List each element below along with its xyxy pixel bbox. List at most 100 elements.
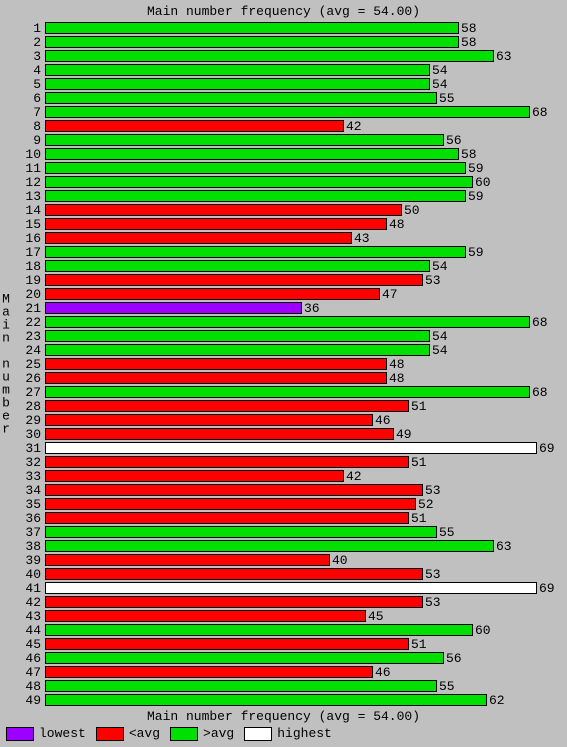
bar-value-label: 54: [430, 329, 448, 344]
bar: [45, 134, 444, 146]
bar-row: 3049: [0, 427, 567, 441]
chart-title-bottom: Main number frequency (avg = 54.00): [0, 709, 567, 724]
bar-value-label: 68: [530, 385, 548, 400]
bar-value-label: 49: [394, 427, 412, 442]
legend-swatch: [170, 727, 198, 741]
bar-ylabel: 10: [0, 147, 45, 162]
bar-ylabel: 15: [0, 217, 45, 232]
bar-row: 3169: [0, 441, 567, 455]
bar: [45, 414, 373, 426]
bar-row: 3342: [0, 469, 567, 483]
bar-row: 1058: [0, 147, 567, 161]
bar-value-label: 56: [444, 651, 462, 666]
legend-item: >avg: [170, 726, 234, 741]
bar-ylabel: 38: [0, 539, 45, 554]
bar-value-label: 63: [494, 49, 512, 64]
bar-ylabel: 37: [0, 525, 45, 540]
bar-row: 1450: [0, 203, 567, 217]
bar: [45, 470, 344, 482]
bar-ylabel: 39: [0, 553, 45, 568]
bar-value-label: 55: [437, 525, 455, 540]
bar-row: 2047: [0, 287, 567, 301]
bar: [45, 22, 459, 34]
bar-value-label: 53: [423, 483, 441, 498]
bar-value-label: 60: [473, 623, 491, 638]
bar-row: 2851: [0, 399, 567, 413]
bar-value-label: 68: [530, 105, 548, 120]
bar-ylabel: 14: [0, 203, 45, 218]
bar: [45, 400, 409, 412]
bar-ylabel: 46: [0, 651, 45, 666]
bar: [45, 176, 473, 188]
bar-ylabel: 11: [0, 161, 45, 176]
legend-label: <avg: [129, 726, 160, 741]
bar: [45, 232, 352, 244]
bar: [45, 120, 344, 132]
bar-ylabel: 17: [0, 245, 45, 260]
bar-value-label: 54: [430, 63, 448, 78]
bar-ylabel: 43: [0, 609, 45, 624]
bar-ylabel: 26: [0, 371, 45, 386]
bar-ylabel: 27: [0, 385, 45, 400]
legend-swatch: [244, 727, 272, 741]
bar: [45, 344, 430, 356]
bar-ylabel: 28: [0, 399, 45, 414]
bar-ylabel: 18: [0, 259, 45, 274]
bar-ylabel: 8: [0, 119, 45, 134]
bar-row: 2648: [0, 371, 567, 385]
bar-value-label: 58: [459, 21, 477, 36]
bar: [45, 92, 437, 104]
bar-ylabel: 42: [0, 595, 45, 610]
bar-row: 842: [0, 119, 567, 133]
bar: [45, 526, 437, 538]
bar-row: 1759: [0, 245, 567, 259]
bar-ylabel: 4: [0, 63, 45, 78]
bar-ylabel: 40: [0, 567, 45, 582]
bar-ylabel: 36: [0, 511, 45, 526]
bar-ylabel: 24: [0, 343, 45, 358]
bar: [45, 288, 380, 300]
chart-title-top: Main number frequency (avg = 54.00): [0, 4, 567, 19]
bar-row: 2268: [0, 315, 567, 329]
bar-value-label: 54: [430, 259, 448, 274]
bar: [45, 638, 409, 650]
bar-row: 2136: [0, 301, 567, 315]
bar-ylabel: 29: [0, 413, 45, 428]
bar-row: 42 53: [0, 595, 567, 609]
chart-plot-area: Main number 1582583634545546557688429561…: [0, 21, 567, 707]
bar-ylabel: 25: [0, 357, 45, 372]
bar: [45, 694, 487, 706]
bar-row: 655: [0, 91, 567, 105]
bar-ylabel: 34: [0, 483, 45, 498]
bar: [45, 218, 387, 230]
bar: [45, 512, 409, 524]
bar-value-label: 54: [430, 343, 448, 358]
bar-ylabel: 2: [0, 35, 45, 50]
bar-ylabel: 48: [0, 679, 45, 694]
bar: [45, 78, 430, 90]
bar-row: 34 53: [0, 483, 567, 497]
bar-row: 3552: [0, 497, 567, 511]
bar-ylabel: 19: [0, 273, 45, 288]
legend-swatch: [96, 727, 124, 741]
bar: [45, 568, 423, 580]
bar: [45, 358, 387, 370]
bar: [45, 204, 402, 216]
bar-row: 1953: [0, 273, 567, 287]
bar-ylabel: 7: [0, 105, 45, 120]
bar-value-label: 60: [473, 175, 491, 190]
bar-row: 4169: [0, 581, 567, 595]
bar-value-label: 53: [423, 595, 441, 610]
bar: [45, 582, 537, 594]
bar-row: 1359: [0, 189, 567, 203]
bar-ylabel: 16: [0, 231, 45, 246]
bar-row: 24 54: [0, 343, 567, 357]
bar-ylabel: 1: [0, 21, 45, 36]
bar: [45, 624, 473, 636]
bar-row: 1854: [0, 259, 567, 273]
bar-value-label: 59: [466, 161, 484, 176]
bar-row: 4855: [0, 679, 567, 693]
bar-row: 4746: [0, 665, 567, 679]
bar: [45, 610, 366, 622]
bar-ylabel: 13: [0, 189, 45, 204]
